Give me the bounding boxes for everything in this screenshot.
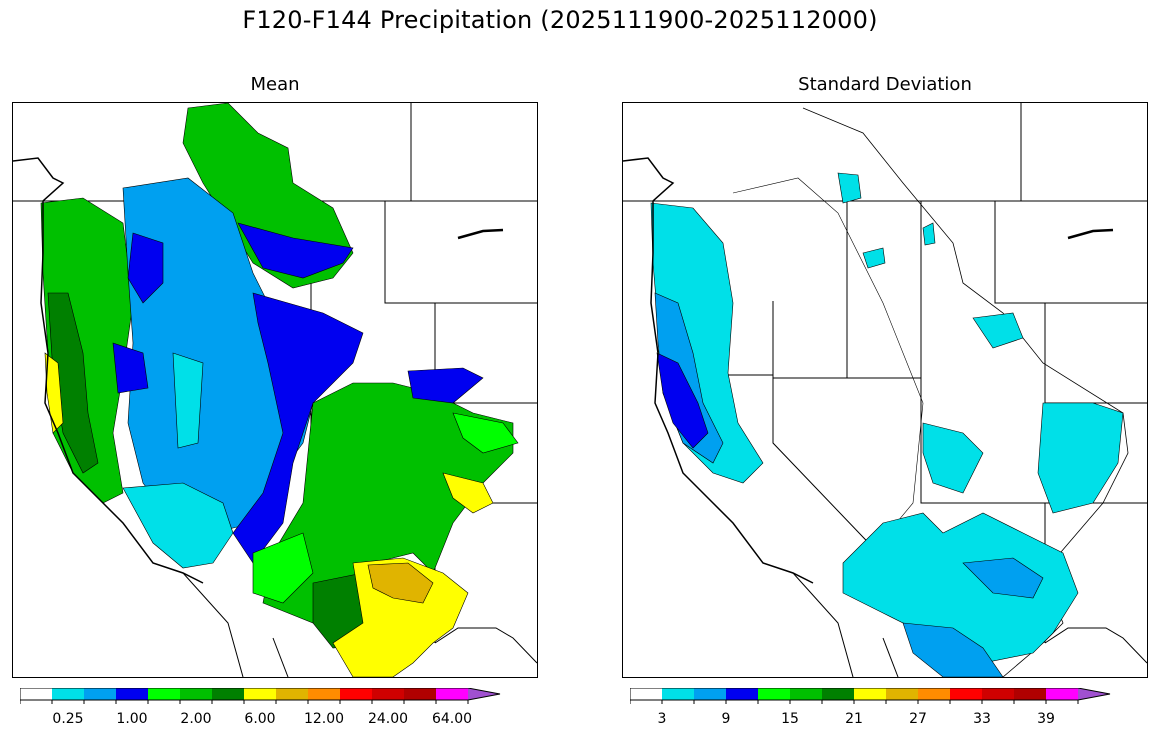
mexico-border — [792, 572, 854, 677]
colorbar-swatch — [854, 688, 886, 700]
std-panel-title: Standard Deviation — [798, 74, 972, 95]
colorbar-swatch — [212, 688, 244, 700]
colorbar-swatch — [20, 688, 52, 700]
colorbar-swatch — [630, 688, 662, 700]
colorbar-outline — [20, 688, 501, 701]
colorbar-swatch — [116, 688, 148, 700]
colorbar-swatch — [276, 688, 308, 700]
colorbar-tick-label: 0.25 — [52, 711, 84, 727]
colorbar-swatch — [1046, 688, 1078, 700]
colorbar-tick-label: 24.00 — [367, 711, 409, 727]
figure-title: F120-F144 Precipitation (2025111900-2025… — [242, 6, 878, 34]
mexico-border — [182, 572, 244, 677]
colorbar-extend-triangle — [1078, 688, 1110, 700]
state-line — [994, 201, 1147, 304]
colorbar-tick-label: 9 — [721, 711, 731, 727]
mean-map — [12, 102, 538, 678]
basin-outline — [732, 177, 924, 564]
mean-region-cyan-2 — [122, 482, 234, 569]
colorbar-swatch — [372, 688, 404, 700]
std-region-blue-coast — [656, 352, 709, 449]
mean-region-blue-1 — [127, 232, 164, 304]
std-region-cyan-mid — [922, 422, 984, 494]
colorbar-swatch — [886, 688, 918, 700]
colorbar-tick-label: 64.00 — [431, 711, 473, 727]
mean-region-yellow — [332, 557, 469, 677]
std-region-cyan-n3 — [922, 222, 936, 246]
colorbar-swatch — [244, 688, 276, 700]
mean-region-blue-4 — [112, 342, 149, 394]
state-line — [384, 201, 537, 304]
colorbar-swatch — [404, 688, 436, 700]
colorbar-swatch — [84, 688, 116, 700]
colorbar-swatch — [790, 688, 822, 700]
colorbar-swatch — [340, 688, 372, 700]
std-region-lightblue-south — [902, 622, 1004, 677]
colorbar-swatch — [52, 688, 84, 700]
mexico-border — [434, 627, 537, 664]
mean-region-cyan-1 — [172, 352, 204, 449]
colorbar-tick-label: 2.00 — [180, 711, 212, 727]
coastline — [623, 157, 814, 584]
mean-region-brightgreen-2 — [452, 412, 519, 454]
state-line — [772, 378, 884, 559]
colorbar-outline — [630, 688, 1111, 701]
lake-superior — [1067, 228, 1114, 240]
colorbar-swatch — [308, 688, 340, 700]
std-colorbar — [630, 688, 1111, 704]
mean-region-blue-ne — [407, 367, 484, 404]
colorbar-swatch — [662, 688, 694, 700]
mean-region-blue-3 — [232, 292, 364, 564]
std-region-cyan-wy — [972, 312, 1024, 349]
std-region-lightblue-az — [962, 557, 1044, 599]
colorbar-tick-label: 33 — [973, 711, 991, 727]
colorbar-swatch — [726, 688, 758, 700]
colorbar-swatch — [950, 688, 982, 700]
std-region-cyan-east — [1037, 402, 1124, 514]
colorbar-tick-label: 6.00 — [244, 711, 276, 727]
colorbar-swatch — [822, 688, 854, 700]
colorbar-swatch — [436, 688, 468, 700]
mean-panel-title: Mean — [250, 74, 300, 95]
colorbar-swatch — [148, 688, 180, 700]
colorbar-tick-label: 15 — [781, 711, 799, 727]
mean-colorbar — [20, 688, 501, 704]
mean-region-gold — [367, 562, 434, 604]
colorbar-extend-triangle — [468, 688, 500, 700]
mean-region-blue-2 — [237, 222, 354, 279]
colorbar-tick-label: 3 — [657, 711, 667, 727]
colorbar-swatch — [180, 688, 212, 700]
colorbar-swatch — [694, 688, 726, 700]
mexico-border — [1044, 627, 1147, 664]
std-map — [622, 102, 1148, 678]
colorbar-swatch — [918, 688, 950, 700]
std-region-cyan-n2 — [862, 247, 886, 269]
state-line — [1044, 303, 1147, 404]
colorbar-swatch — [982, 688, 1014, 700]
mean-region-yellow-nm — [442, 472, 494, 514]
mexico-border — [272, 637, 289, 677]
colorbar-tick-label: 27 — [909, 711, 927, 727]
mean-region-brightgreen-1 — [252, 532, 314, 604]
colorbar-tick-label: 21 — [845, 711, 863, 727]
colorbar-tick-label: 1.00 — [116, 711, 148, 727]
mexico-border — [882, 637, 899, 677]
colorbar-swatch — [758, 688, 790, 700]
colorbar-swatch — [1014, 688, 1046, 700]
coastline — [13, 157, 204, 584]
lake-superior — [457, 228, 504, 240]
colorbar-tick-label: 12.00 — [303, 711, 345, 727]
colorbar-tick-label: 39 — [1037, 711, 1055, 727]
std-region-cyan-n1 — [837, 172, 862, 204]
